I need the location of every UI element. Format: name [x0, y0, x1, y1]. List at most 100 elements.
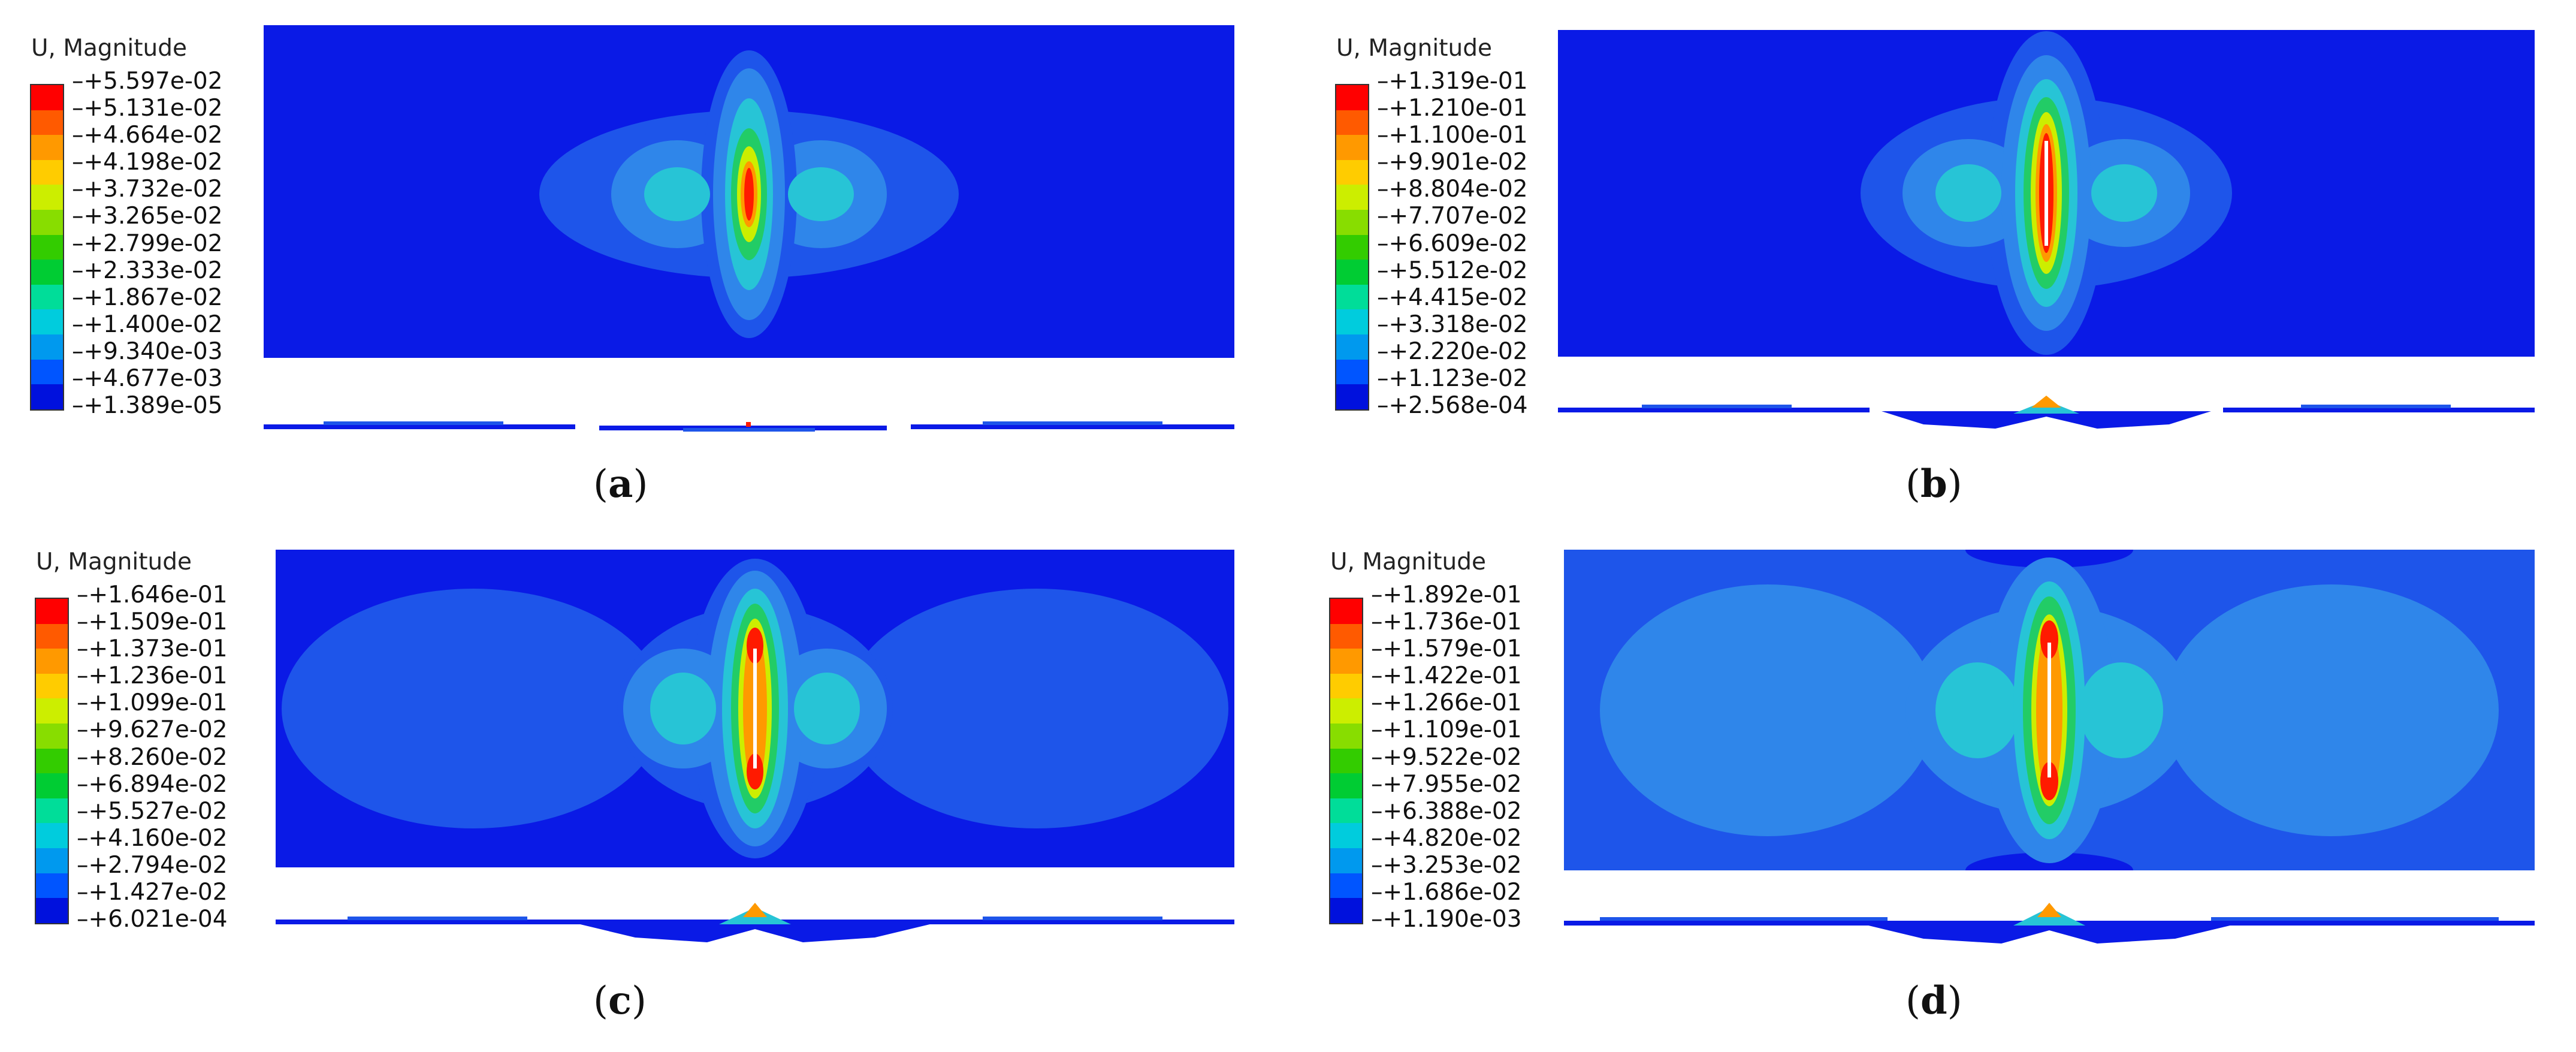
- legend-color-swatch: [1336, 185, 1368, 210]
- legend-value: –+6.021e-04: [77, 906, 228, 933]
- legend-color-swatch: [36, 898, 68, 923]
- legend-value: –+2.794e-02: [77, 851, 228, 879]
- legend-value: –+3.732e-02: [72, 176, 223, 203]
- legend-color-swatch: [31, 135, 63, 160]
- legend-value: –+4.820e-02: [1371, 824, 1522, 852]
- legend-color-swatch: [1330, 873, 1362, 899]
- legend-color-swatch: [31, 334, 63, 360]
- legend-value: –+1.736e-01: [1371, 608, 1522, 636]
- legend-value: –+4.677e-03: [72, 364, 223, 392]
- legend-title: U, Magnitude: [1330, 548, 1486, 575]
- legend-color-bar: [1329, 598, 1363, 924]
- legend-color-swatch: [36, 873, 68, 899]
- contour-plate-top-view: [1564, 550, 2535, 870]
- legend-value: –+9.522e-02: [1371, 743, 1522, 771]
- legend-value: –+5.527e-02: [77, 797, 228, 825]
- legend-value: –+1.509e-01: [77, 608, 228, 636]
- legend-color-swatch: [1330, 798, 1362, 824]
- legend-value: –+8.804e-02: [1377, 176, 1528, 203]
- legend-value: –+1.389e-05: [72, 392, 223, 419]
- legend-value: –+2.799e-02: [72, 230, 223, 257]
- legend-value: –+3.318e-02: [1377, 311, 1528, 338]
- panel-caption: (a): [593, 462, 648, 507]
- legend-color-swatch: [31, 159, 63, 185]
- legend-color-swatch: [1336, 359, 1368, 385]
- legend-value: –+2.568e-04: [1377, 392, 1528, 419]
- legend-value: –+3.253e-02: [1371, 851, 1522, 879]
- legend-value: –+7.707e-02: [1377, 203, 1528, 230]
- panel-caption: (d): [1905, 978, 1962, 1023]
- legend-color-swatch: [36, 673, 68, 699]
- legend-value: –+4.160e-02: [77, 824, 228, 852]
- legend-color-swatch: [1330, 823, 1362, 849]
- legend-color-swatch: [1336, 110, 1368, 135]
- legend-value: –+1.266e-01: [1371, 689, 1522, 717]
- legend-value: –+1.892e-01: [1371, 581, 1522, 608]
- legend-value: –+6.609e-02: [1377, 230, 1528, 257]
- legend-value: –+9.340e-03: [72, 337, 223, 365]
- legend-color-swatch: [1330, 599, 1362, 624]
- legend-color-swatch: [1336, 85, 1368, 110]
- legend-color-swatch: [31, 85, 63, 110]
- legend-color-swatch: [1330, 698, 1362, 724]
- contour-plate-side-view: [1558, 390, 2535, 435]
- legend-color-swatch: [36, 748, 68, 774]
- legend-color-swatch: [1336, 284, 1368, 310]
- legend-value: –+6.894e-02: [77, 770, 228, 798]
- legend-value: –+1.190e-03: [1371, 906, 1522, 933]
- legend-color-swatch: [1330, 898, 1362, 923]
- legend-color-bar: [30, 84, 64, 411]
- legend-color-swatch: [1330, 848, 1362, 873]
- legend-color-swatch: [36, 599, 68, 624]
- legend-color-swatch: [1336, 309, 1368, 335]
- legend-color-swatch: [31, 359, 63, 385]
- legend-title: U, Magnitude: [1336, 35, 1492, 62]
- legend-value: –+4.664e-02: [72, 122, 223, 149]
- contour-plate-top-view: [1558, 30, 2535, 357]
- legend-color-swatch: [1336, 260, 1368, 285]
- legend-color-swatch: [31, 110, 63, 135]
- legend-value: –+1.422e-01: [1371, 662, 1522, 690]
- legend-value: –+1.579e-01: [1371, 635, 1522, 663]
- legend-color-swatch: [1330, 649, 1362, 674]
- legend-value: –+1.099e-01: [77, 689, 228, 717]
- legend-color-swatch: [1330, 673, 1362, 699]
- legend-value: –+8.260e-02: [77, 743, 228, 771]
- legend-color-bar: [1335, 84, 1369, 411]
- legend-color-swatch: [31, 185, 63, 210]
- legend-value: –+1.686e-02: [1371, 878, 1522, 906]
- legend-value: –+2.333e-02: [72, 257, 223, 284]
- legend-title: U, Magnitude: [36, 548, 192, 575]
- legend-value: –+1.373e-01: [77, 635, 228, 663]
- legend-title: U, Magnitude: [31, 35, 187, 62]
- contour-plate-top-view: [276, 550, 1234, 867]
- legend-color-swatch: [1336, 384, 1368, 409]
- legend-color-swatch: [31, 309, 63, 335]
- legend-value: –+9.627e-02: [77, 716, 228, 744]
- panel-caption: (b): [1905, 462, 1962, 507]
- legend-color-swatch: [36, 649, 68, 674]
- legend-color-swatch: [36, 623, 68, 649]
- legend-value: –+1.400e-02: [72, 311, 223, 338]
- legend-value: –+1.236e-01: [77, 662, 228, 690]
- legend-value: –+6.388e-02: [1371, 797, 1522, 825]
- legend-color-swatch: [1336, 234, 1368, 260]
- legend-color-swatch: [1330, 773, 1362, 798]
- contour-plate-side-view: [264, 414, 1234, 438]
- legend-color-swatch: [1336, 135, 1368, 160]
- legend-color-swatch: [36, 848, 68, 873]
- legend-color-swatch: [36, 698, 68, 724]
- panel-caption: (c): [593, 978, 647, 1023]
- legend-color-swatch: [31, 210, 63, 235]
- legend-value: –+7.955e-02: [1371, 770, 1522, 798]
- legend-value: –+1.319e-01: [1377, 68, 1528, 95]
- panel-c: U, Magnitude –+1.646e-01 –+1.509e-01 –+1.3…: [0, 526, 1288, 1051]
- legend-color-swatch: [1330, 724, 1362, 749]
- panel-b: U, Magnitude –+1.319e-01 –+1.210e-01 –+1.1…: [1288, 0, 2576, 526]
- contour-plate-side-view: [1564, 900, 2535, 948]
- legend-color-swatch: [1330, 748, 1362, 774]
- legend-color-swatch: [36, 773, 68, 798]
- legend-value: –+9.901e-02: [1377, 149, 1528, 176]
- legend-color-swatch: [1336, 334, 1368, 360]
- legend-color-swatch: [31, 260, 63, 285]
